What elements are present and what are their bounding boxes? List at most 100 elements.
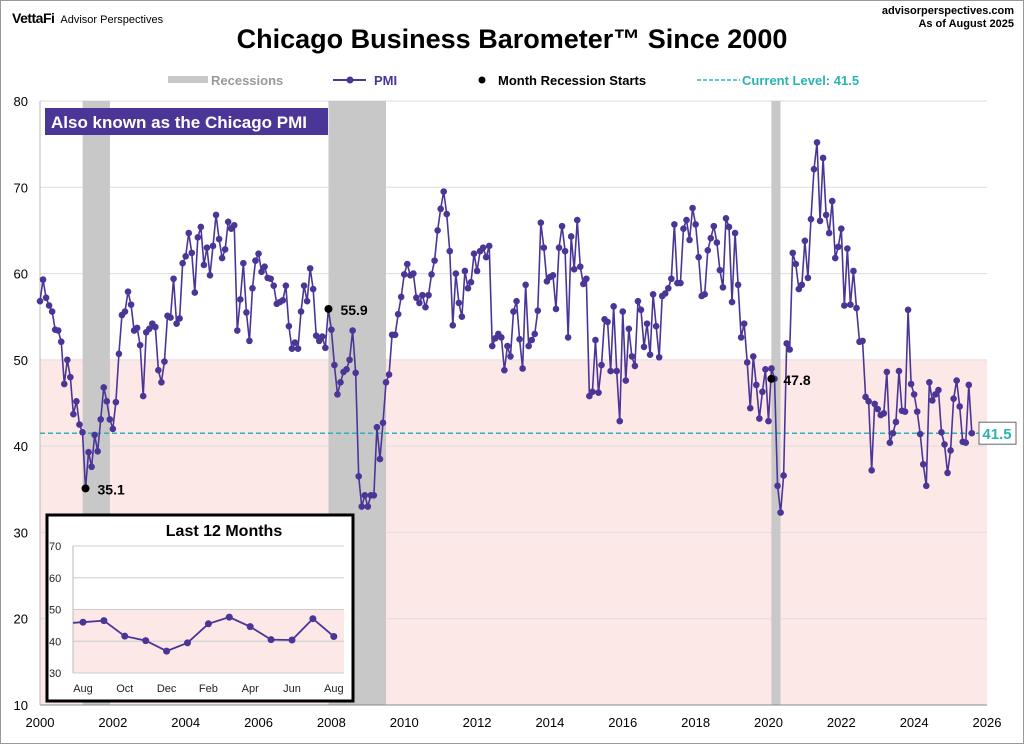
inset-y-tick-label: 30 [49, 668, 61, 680]
pmi-point [780, 472, 787, 479]
pmi-point [91, 431, 98, 439]
legend-recession-swatch [168, 76, 208, 83]
pmi-point [133, 324, 141, 332]
pmi-point [145, 325, 153, 333]
pmi-point [312, 332, 320, 339]
pmi-point [622, 377, 630, 384]
pmi-point [592, 336, 599, 344]
pmi-point [619, 308, 627, 315]
pmi-point [306, 265, 314, 272]
recession-start-marker [767, 374, 776, 383]
pmi-point [352, 369, 359, 377]
x-tick-label: 2014 [535, 715, 564, 730]
pmi-point [628, 353, 636, 360]
pmi-point [807, 215, 815, 223]
pmi-point [437, 205, 444, 213]
pmi-point [410, 270, 417, 277]
annotation-box [45, 108, 328, 135]
x-tick-label: 2010 [390, 715, 419, 730]
pmi-point [516, 335, 523, 343]
pmi-point [886, 439, 894, 446]
pmi-point [765, 417, 772, 425]
pmi-point [935, 386, 942, 394]
pmi-point [631, 362, 639, 370]
pmi-point [789, 249, 797, 257]
pmi-point [968, 429, 976, 437]
pmi-point [252, 257, 259, 264]
pmi-point [522, 281, 529, 289]
pmi-point [498, 334, 505, 341]
pmi-point [67, 373, 74, 381]
pmi-point [124, 288, 132, 295]
brand-logo: VettaFi Advisor Perspectives [12, 10, 163, 26]
pmi-point [188, 249, 196, 257]
pmi-point [710, 222, 718, 230]
pmi-point [774, 482, 781, 490]
pmi-point [537, 219, 545, 226]
pmi-point [370, 492, 378, 499]
pmi-point [215, 235, 223, 243]
pmi-point [580, 280, 587, 288]
inset-pmi-point [330, 632, 338, 640]
pmi-point [243, 309, 250, 316]
pmi-point [558, 222, 566, 230]
pmi-point [865, 397, 872, 405]
pmi-point [749, 353, 757, 360]
pmi-point [716, 266, 724, 274]
pmi-point [482, 253, 490, 261]
pmi-point [458, 313, 466, 321]
pmi-point [288, 345, 296, 352]
pmi-point [941, 441, 948, 448]
pmi-point [759, 388, 766, 396]
pmi-point [783, 340, 790, 347]
pmi-point [889, 429, 897, 437]
pmi-point [94, 448, 101, 455]
pmi-point [70, 410, 77, 418]
x-tick-label: 2018 [681, 715, 710, 730]
pmi-point [671, 221, 678, 228]
pmi-point [540, 244, 548, 251]
pmi-point [677, 279, 684, 287]
pmi-point [534, 307, 542, 314]
inset-y-tick-label: 60 [49, 573, 61, 585]
pmi-point [822, 211, 830, 219]
pmi-point [237, 296, 244, 303]
pmi-point [570, 265, 578, 273]
pmi-point [100, 384, 108, 391]
legend-recessions: Recessions [211, 73, 283, 88]
pmi-point [725, 223, 733, 231]
pmi-point [358, 503, 366, 510]
y-tick-label: 50 [14, 353, 28, 368]
pmi-point [455, 299, 463, 307]
inset-pmi-point [142, 637, 150, 645]
pmi-point [753, 381, 760, 389]
pmi-point [246, 337, 253, 345]
pmi-point [179, 259, 186, 267]
pmi-point [200, 261, 208, 269]
pmi-point [701, 290, 709, 298]
pmi-point [950, 395, 957, 402]
x-tick-label: 2024 [900, 715, 929, 730]
pmi-point [664, 284, 672, 292]
pmi-point [249, 284, 256, 292]
pmi-point [233, 327, 241, 334]
pmi-point [947, 447, 954, 454]
inset-pmi-point [246, 623, 254, 631]
pmi-point [919, 460, 927, 468]
pmi-point [692, 221, 699, 228]
pmi-point [792, 260, 800, 268]
pmi-point [446, 247, 454, 255]
pmi-point [916, 430, 924, 438]
pmi-point [452, 270, 460, 277]
pmi-point [901, 408, 909, 415]
pmi-point [413, 294, 420, 302]
y-tick-label: 80 [14, 94, 28, 109]
y-tick-label: 10 [14, 698, 28, 713]
pmi-point [36, 297, 44, 305]
pmi-point [376, 455, 384, 463]
pmi-point [719, 284, 727, 291]
pmi-point [194, 234, 202, 241]
pmi-point [904, 306, 912, 314]
pmi-point [294, 345, 302, 352]
pmi-point [300, 282, 308, 289]
